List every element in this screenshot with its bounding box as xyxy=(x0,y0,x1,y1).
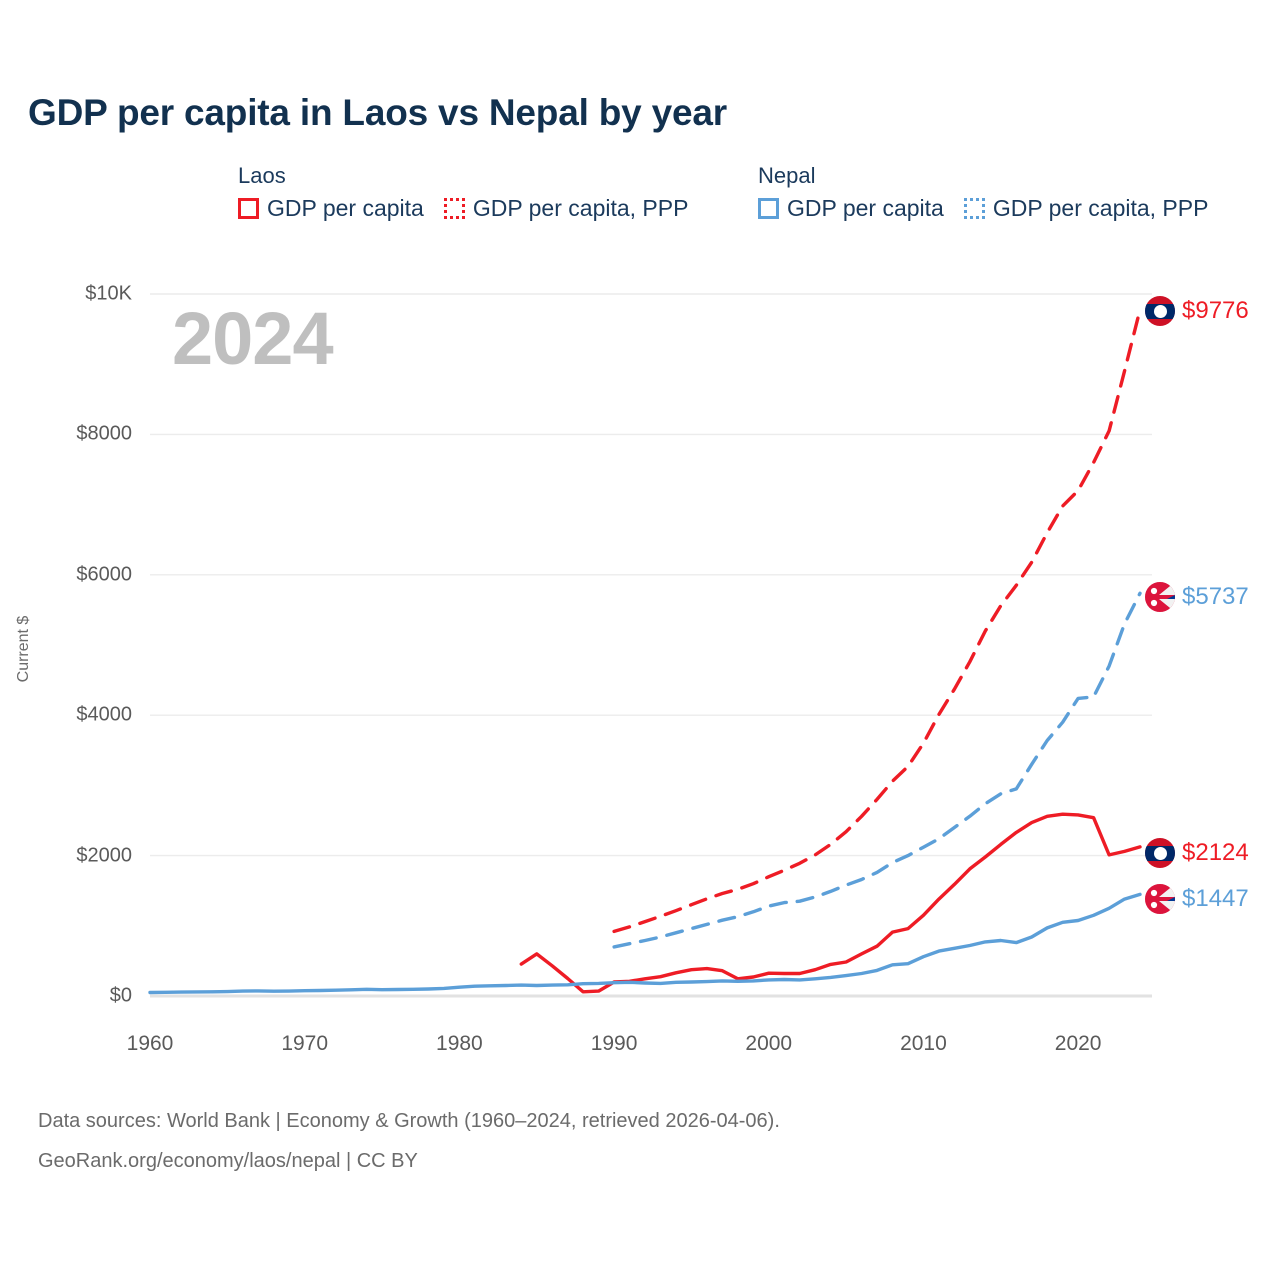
legend-item-label: GDP per capita, PPP xyxy=(992,195,1209,221)
legend-item-laos-ppp[interactable]: GDP per capita, PPP xyxy=(443,195,689,222)
nepal-flag-icon xyxy=(1145,884,1175,914)
series-line-0 xyxy=(519,812,1142,994)
chart-legend: Laos GDP per capita GDP per capita, PPP … xyxy=(0,163,1280,243)
watermark-year: 2024 xyxy=(172,297,334,380)
end-label-value: $5737 xyxy=(1182,583,1249,610)
legend-item-laos-gdp[interactable]: GDP per capita xyxy=(238,195,424,222)
y-axis-tick-label: $4000 xyxy=(76,703,132,726)
series-line-2 xyxy=(148,892,1142,995)
legend-swatch-dotted-icon xyxy=(443,198,465,219)
x-axis-tick-label: 2000 xyxy=(745,1032,793,1055)
end-label-laos-gdp: $2124 xyxy=(1145,838,1249,868)
laos-flag-icon xyxy=(1145,296,1175,326)
legend-item-nepal-gdp[interactable]: GDP per capita xyxy=(758,195,944,222)
y-axis-title: Current $ xyxy=(15,615,32,683)
y-axis-tick-label: $2000 xyxy=(76,844,132,867)
end-label-nepal-ppp: $5737 xyxy=(1145,582,1249,612)
x-axis-tick-label: 2010 xyxy=(900,1032,947,1055)
footer-attribution: GeoRank.org/economy/laos/nepal | CC BY xyxy=(38,1150,418,1172)
x-axis-tick-label: 2020 xyxy=(1054,1032,1102,1055)
x-axis-tick-label: 1960 xyxy=(126,1032,174,1055)
end-label-value: $1447 xyxy=(1182,885,1249,912)
legend-group-laos: Laos GDP per capita GDP per capita, PPP xyxy=(238,163,688,222)
series-line-3 xyxy=(612,591,1142,949)
y-axis-tick-label: $6000 xyxy=(76,563,132,586)
nepal-flag-icon xyxy=(1145,582,1175,612)
x-axis-tick-label: 1970 xyxy=(281,1032,329,1055)
end-label-value: $2124 xyxy=(1182,839,1249,866)
legend-group-nepal: Nepal GDP per capita GDP per capita, PPP xyxy=(758,163,1208,222)
series-line-1 xyxy=(612,308,1142,934)
legend-item-label: GDP per capita xyxy=(787,195,944,221)
end-label-laos-ppp: $9776 xyxy=(1145,296,1249,326)
legend-swatch-dotted-icon xyxy=(963,198,985,219)
legend-swatch-solid-icon xyxy=(238,198,259,219)
y-axis-tick-label: $0 xyxy=(109,984,132,1007)
legend-item-nepal-ppp[interactable]: GDP per capita, PPP xyxy=(963,195,1209,222)
footer-data-sources: Data sources: World Bank | Economy & Gro… xyxy=(38,1110,780,1132)
legend-country-nepal: Nepal xyxy=(758,163,816,188)
y-axis-tick-label: $10K xyxy=(85,282,132,305)
end-label-nepal-gdp: $1447 xyxy=(1145,884,1249,914)
x-axis-tick-label: 1990 xyxy=(590,1032,638,1055)
x-axis-tick-label: 1980 xyxy=(436,1032,483,1055)
y-axis-tick-label: $8000 xyxy=(76,422,132,445)
laos-flag-icon xyxy=(1145,838,1175,868)
legend-country-laos: Laos xyxy=(238,163,286,188)
page-title: GDP per capita in Laos vs Nepal by year xyxy=(28,92,727,133)
legend-swatch-solid-icon xyxy=(758,198,779,219)
legend-item-label: GDP per capita xyxy=(267,195,424,221)
end-label-value: $9776 xyxy=(1182,297,1249,324)
legend-item-label: GDP per capita, PPP xyxy=(472,195,689,221)
